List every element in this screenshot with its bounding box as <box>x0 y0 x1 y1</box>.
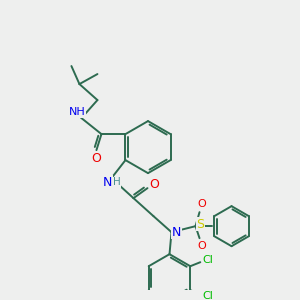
Text: NH: NH <box>69 107 86 117</box>
Text: S: S <box>196 218 205 231</box>
Text: N: N <box>103 176 112 189</box>
Text: Cl: Cl <box>203 291 214 300</box>
Text: O: O <box>197 241 206 251</box>
Text: Cl: Cl <box>203 255 214 265</box>
Text: O: O <box>92 152 101 165</box>
Text: N: N <box>172 226 181 239</box>
Text: O: O <box>149 178 159 190</box>
Text: H: H <box>112 177 120 187</box>
Text: O: O <box>197 199 206 209</box>
